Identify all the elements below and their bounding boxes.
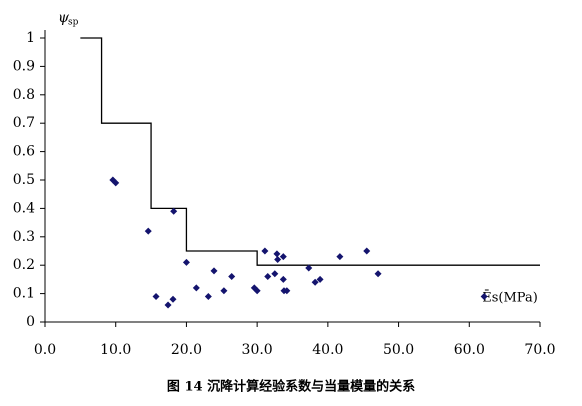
data-point: [112, 179, 120, 187]
data-point: [363, 247, 371, 255]
data-point: [170, 207, 178, 215]
y-tick-label: 1: [26, 30, 35, 46]
data-point: [374, 270, 382, 278]
data-point: [261, 247, 269, 255]
y-tick-label: 0.8: [13, 87, 35, 103]
data-point: [164, 301, 172, 309]
x-tick-label: 0.0: [34, 342, 56, 358]
data-point: [279, 253, 287, 261]
data-point: [273, 250, 281, 258]
data-point: [264, 273, 272, 281]
x-tick-label: 20.0: [171, 342, 202, 358]
data-point: [210, 267, 218, 275]
data-point: [336, 253, 344, 261]
data-point: [305, 264, 313, 272]
data-point: [204, 292, 212, 300]
x-tick-label: 70.0: [524, 342, 555, 358]
step-line: [80, 37, 540, 266]
x-tick-label: 40.0: [312, 342, 343, 358]
y-tick-label: 0.4: [13, 200, 35, 216]
y-tick-label: 0.9: [13, 58, 35, 74]
data-point: [182, 258, 190, 266]
y-tick-label: 0.6: [13, 144, 35, 160]
x-tick-label: 50.0: [383, 342, 414, 358]
data-point: [271, 270, 279, 278]
data-point: [279, 275, 287, 283]
data-point: [228, 273, 236, 281]
data-point: [480, 292, 488, 300]
data-point: [220, 287, 228, 295]
y-tick-label: 0.2: [13, 257, 35, 273]
y-tick-label: 0: [26, 314, 35, 330]
y-tick-label: 0.5: [13, 172, 35, 188]
y-axis-label: ψ: [58, 10, 70, 26]
data-point: [283, 287, 291, 295]
data-point: [250, 284, 258, 292]
y-axis-label-subscript: sp: [68, 18, 79, 28]
x-axis-label: Ēs(MPa): [482, 290, 538, 306]
x-tick-label: 30.0: [242, 342, 273, 358]
data-point: [169, 295, 177, 303]
caption: 图 14 沉降计算经验系数与当量模量的关系: [167, 379, 415, 395]
x-tick-label: 10.0: [100, 342, 131, 358]
data-point: [311, 278, 319, 286]
data-point: [316, 275, 324, 283]
x-tick-label: 60.0: [454, 342, 485, 358]
data-point: [253, 287, 261, 295]
data-point: [192, 284, 200, 292]
data-point: [144, 227, 152, 235]
y-tick-label: 0.3: [13, 229, 35, 245]
data-point: [152, 292, 160, 300]
y-tick-label: 0.7: [13, 115, 35, 131]
data-point: [274, 256, 282, 264]
y-tick-label: 0.1: [13, 286, 35, 302]
